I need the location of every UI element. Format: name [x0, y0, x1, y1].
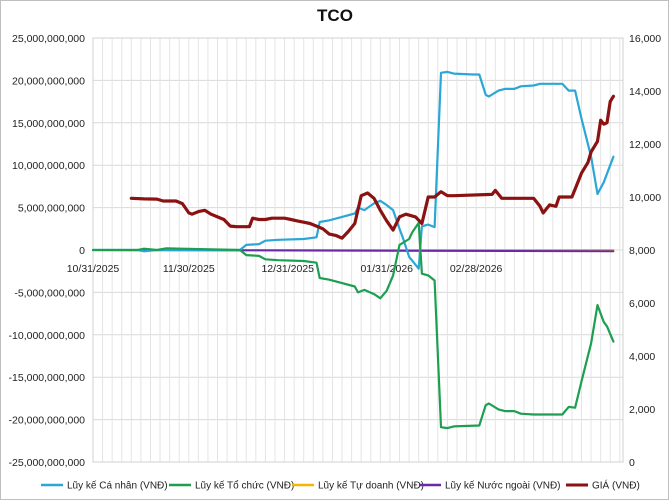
- right-axis-tick-label: 8,000: [629, 245, 655, 257]
- left-axis-tick-labels: 25,000,000,000 20,000,000,000 15,000,000,0…: [9, 33, 86, 469]
- right-axis-tick-label: 2,000: [629, 404, 655, 416]
- left-axis-tick-label: 20,000,000,000: [12, 75, 85, 87]
- x-axis-tick-labels: 10/31/2025 11/30/2025 12/31/2025 01/31/2026…: [67, 263, 503, 275]
- series-lines: [91, 70, 615, 430]
- x-axis-tick-label: 01/31/2026: [360, 263, 413, 275]
- x-axis-tick-label: 02/28/2026: [450, 263, 503, 275]
- chart-title: TCO: [317, 6, 353, 25]
- legend-label: Lũy kế Tự doanh (VNĐ): [318, 480, 424, 492]
- right-axis-tick-label: 6,000: [629, 298, 655, 310]
- right-axis-tick-labels: 16,000 14,000 12,000 10,000 8,000 6,000 4,000 2…: [629, 33, 661, 469]
- legend-label: Lũy kế Cá nhân (VNĐ): [67, 480, 168, 492]
- left-axis-tick-label: 10,000,000,000: [12, 160, 85, 172]
- series-line: [129, 94, 615, 240]
- right-axis-tick-label: 14,000: [629, 86, 661, 98]
- right-axis-tick-label: 0: [629, 457, 635, 469]
- legend-label: GIÁ (VNĐ): [592, 479, 640, 492]
- left-axis-tick-label: -10,000,000,000: [9, 330, 86, 342]
- left-axis-tick-label: 0: [79, 245, 85, 257]
- right-axis-tick-label: 10,000: [629, 192, 661, 204]
- legend-label: Lũy kế Tổ chức (VNĐ): [195, 480, 294, 492]
- x-axis-tick-label: 11/30/2025: [163, 263, 215, 275]
- left-axis-tick-label: -5,000,000,000: [14, 287, 85, 299]
- x-axis-tick-label: 10/31/2025: [67, 263, 120, 275]
- series-line: [91, 70, 615, 270]
- left-axis-tick-label: -25,000,000,000: [9, 457, 86, 469]
- right-axis-tick-label: 16,000: [629, 33, 661, 45]
- left-axis-tick-label: 25,000,000,000: [12, 33, 85, 45]
- series-line: [91, 221, 615, 430]
- left-axis-tick-label: 15,000,000,000: [12, 118, 85, 130]
- left-axis-tick-label: -15,000,000,000: [9, 372, 86, 384]
- left-axis-tick-label: 5,000,000,000: [18, 203, 85, 215]
- legend: Lũy kế Cá nhân (VNĐ) Lũy kế Tổ chức (VNĐ)…: [41, 479, 640, 492]
- left-axis-tick-label: -20,000,000,000: [9, 415, 86, 427]
- x-axis-tick-label: 12/31/2025: [261, 263, 314, 275]
- right-axis-tick-label: 4,000: [629, 351, 655, 363]
- legend-label: Lũy kế Nước ngoài (VNĐ): [445, 480, 561, 492]
- right-axis-tick-label: 12,000: [629, 139, 661, 151]
